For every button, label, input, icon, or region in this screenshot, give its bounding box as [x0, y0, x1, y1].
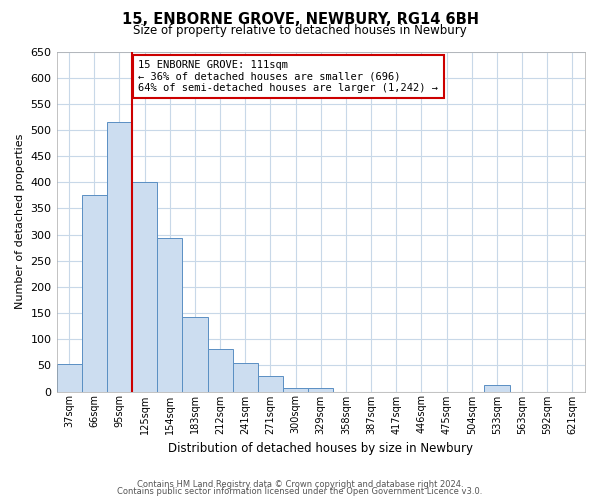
Text: 15 ENBORNE GROVE: 111sqm
← 36% of detached houses are smaller (696)
64% of semi-: 15 ENBORNE GROVE: 111sqm ← 36% of detach… [139, 60, 439, 93]
Bar [283, 388, 308, 392]
Text: Contains public sector information licensed under the Open Government Licence v3: Contains public sector information licen… [118, 487, 482, 496]
Bar [182, 316, 208, 392]
Bar [82, 196, 107, 392]
Bar [484, 385, 509, 392]
Bar [308, 388, 334, 392]
Bar [258, 376, 283, 392]
X-axis label: Distribution of detached houses by size in Newbury: Distribution of detached houses by size … [168, 442, 473, 455]
Y-axis label: Number of detached properties: Number of detached properties [15, 134, 25, 309]
Text: Contains HM Land Registry data © Crown copyright and database right 2024.: Contains HM Land Registry data © Crown c… [137, 480, 463, 489]
Bar [208, 348, 233, 392]
Text: 15, ENBORNE GROVE, NEWBURY, RG14 6BH: 15, ENBORNE GROVE, NEWBURY, RG14 6BH [121, 12, 479, 28]
Bar [132, 182, 157, 392]
Text: Size of property relative to detached houses in Newbury: Size of property relative to detached ho… [133, 24, 467, 37]
Bar [157, 238, 182, 392]
Bar [56, 364, 82, 392]
Bar [107, 122, 132, 392]
Bar [233, 362, 258, 392]
